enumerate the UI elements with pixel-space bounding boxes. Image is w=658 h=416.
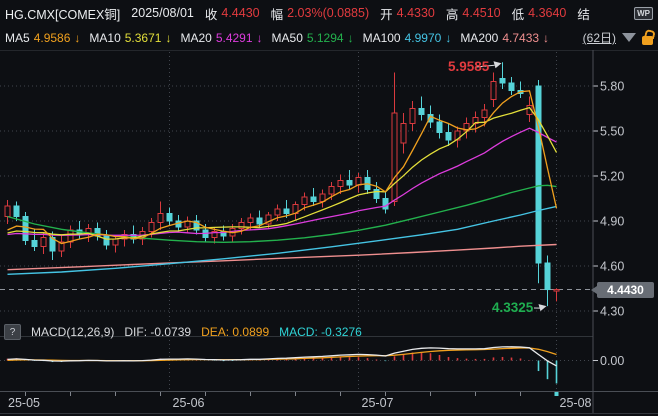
ma100-line	[7, 205, 557, 275]
down-arrow-icon: ↓	[445, 30, 452, 45]
ma20-legend: MA20 5.4291 ↓	[180, 30, 263, 45]
low-price-annotation: 4.3325	[492, 300, 534, 315]
ma-legend-bar: MA5 4.9586 ↓ MA10 5.3671 ↓ MA20 5.4291 ↓…	[0, 26, 658, 49]
trade-date: 2025/08/01	[131, 6, 194, 20]
chevron-down-icon[interactable]	[622, 33, 636, 42]
down-arrow-icon: ↓	[165, 30, 172, 45]
wp-watermark-icon: WP	[634, 6, 653, 20]
ma200-legend: MA200 4.7433 ↓	[460, 30, 550, 45]
last-price-tag: 4.4430	[591, 281, 654, 298]
y-axis-tick-label: 4.60	[600, 260, 624, 274]
x-axis-label: 25-05	[8, 396, 40, 410]
ma20-line-layer	[7, 127, 557, 237]
annotation-arrows	[475, 61, 547, 312]
chart-tools: (62日)	[583, 29, 653, 46]
y-axis-tick-label: 4.90	[600, 215, 624, 229]
ma5-line-layer	[7, 90, 558, 245]
macd-zero-label: 0.00	[600, 354, 624, 368]
symbol-name: HG.CMX[COMEX铜]	[5, 7, 121, 22]
field-low: 低 4.3640	[511, 6, 567, 22]
unlock-icon[interactable]	[642, 35, 653, 45]
ma50-legend: MA50 5.1294 ↓	[271, 30, 354, 45]
macd-dea-value: DEA: 0.0899	[201, 325, 270, 339]
candles-layer	[4, 62, 560, 307]
down-arrow-icon: ↓	[543, 30, 550, 45]
help-icon[interactable]: ?	[4, 324, 21, 340]
y-axis-tick-label: 5.50	[600, 125, 624, 139]
down-arrow-icon: ↓	[74, 30, 81, 45]
ma5-legend: MA5 4.9586 ↓	[5, 30, 81, 45]
field-high: 高 4.4510	[445, 6, 501, 22]
macd-indicator-name[interactable]: MACD(12,26,9)	[31, 325, 115, 339]
ma10-line	[7, 106, 558, 240]
field-open: 开 4.4330	[380, 6, 435, 22]
period-selector[interactable]: (62日)	[582, 31, 616, 45]
y-axis-tick-label: 5.80	[600, 80, 624, 94]
grid-layer: 5.80 5.50 5.20 4.90 4.60 4.30	[0, 50, 658, 414]
x-axis-label: 25-06	[173, 396, 205, 410]
x-axis-label: 25-07	[362, 396, 394, 410]
ma10-legend: MA10 5.3671 ↓	[89, 30, 172, 45]
macd-value: MACD: -0.3276	[279, 325, 362, 339]
time-axis: 25-05 25-06 25-07 25-08	[8, 392, 592, 410]
field-close: 收 4.4430	[204, 6, 260, 22]
quote-header: HG.CMX[COMEX铜] 2025/08/01 收 4.4430 幅 2.0…	[0, 0, 658, 26]
y-axis-tick-label: 4.30	[600, 305, 624, 319]
dif-line	[7, 346, 557, 367]
ma20-line	[7, 127, 557, 237]
ma100-line-layer	[7, 205, 557, 275]
x-axis-label: 25-08	[560, 396, 592, 410]
dif-line-layer	[7, 346, 557, 367]
ma10-line-layer	[7, 106, 558, 240]
current-bar-marker	[554, 392, 559, 396]
macd-dif-value: DIF: -0.0739	[124, 325, 192, 339]
field-change: 幅 2.03%(0.0885)	[270, 6, 370, 22]
ma100-legend: MA100 4.9970 ↓	[362, 30, 452, 45]
ma200-line	[7, 243, 557, 271]
down-arrow-icon: ↓	[256, 30, 263, 45]
ma5-line	[7, 90, 558, 245]
high-price-annotation: 5.9585	[448, 59, 490, 74]
macd-legend-bar: ? MACD(12,26,9) DIF: -0.0739 DEA: 0.0899…	[4, 323, 362, 341]
down-arrow-icon: ↓	[347, 30, 354, 45]
y-axis-tick-label: 5.20	[600, 170, 624, 184]
ma200-line-layer	[7, 243, 557, 271]
field-settle: 结	[577, 7, 590, 22]
